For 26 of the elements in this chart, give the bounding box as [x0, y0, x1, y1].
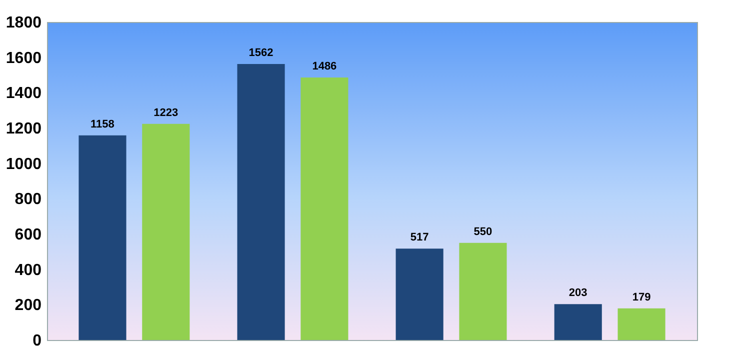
bar	[554, 304, 602, 340]
bar	[142, 124, 190, 340]
bar	[78, 135, 126, 340]
y-tick-label: 1000	[6, 156, 42, 173]
data-label: 1562	[248, 47, 274, 60]
bar	[396, 248, 444, 340]
data-label: 517	[410, 232, 429, 244]
data-label: 1223	[154, 106, 178, 119]
y-tick-label: 600	[14, 226, 42, 244]
data-label: 1158	[90, 118, 114, 130]
y-tick-label: 1400	[6, 85, 42, 102]
data-label: 203	[568, 287, 588, 300]
y-tick-label: 800	[14, 191, 42, 208]
y-tick-label: 400	[14, 262, 42, 279]
y-tick-label: 200	[14, 297, 42, 314]
data-label: 1486	[312, 60, 337, 72]
y-tick-label: 1600	[6, 50, 42, 67]
data-label: 550	[474, 226, 492, 238]
bar	[300, 77, 348, 340]
data-label: 179	[632, 291, 651, 304]
y-tick-label: 0	[32, 332, 42, 350]
bar	[237, 64, 285, 340]
bar	[618, 308, 666, 340]
y-tick-label: 1800	[6, 14, 42, 32]
bar	[459, 242, 507, 340]
y-tick-label: 1200	[6, 120, 42, 138]
